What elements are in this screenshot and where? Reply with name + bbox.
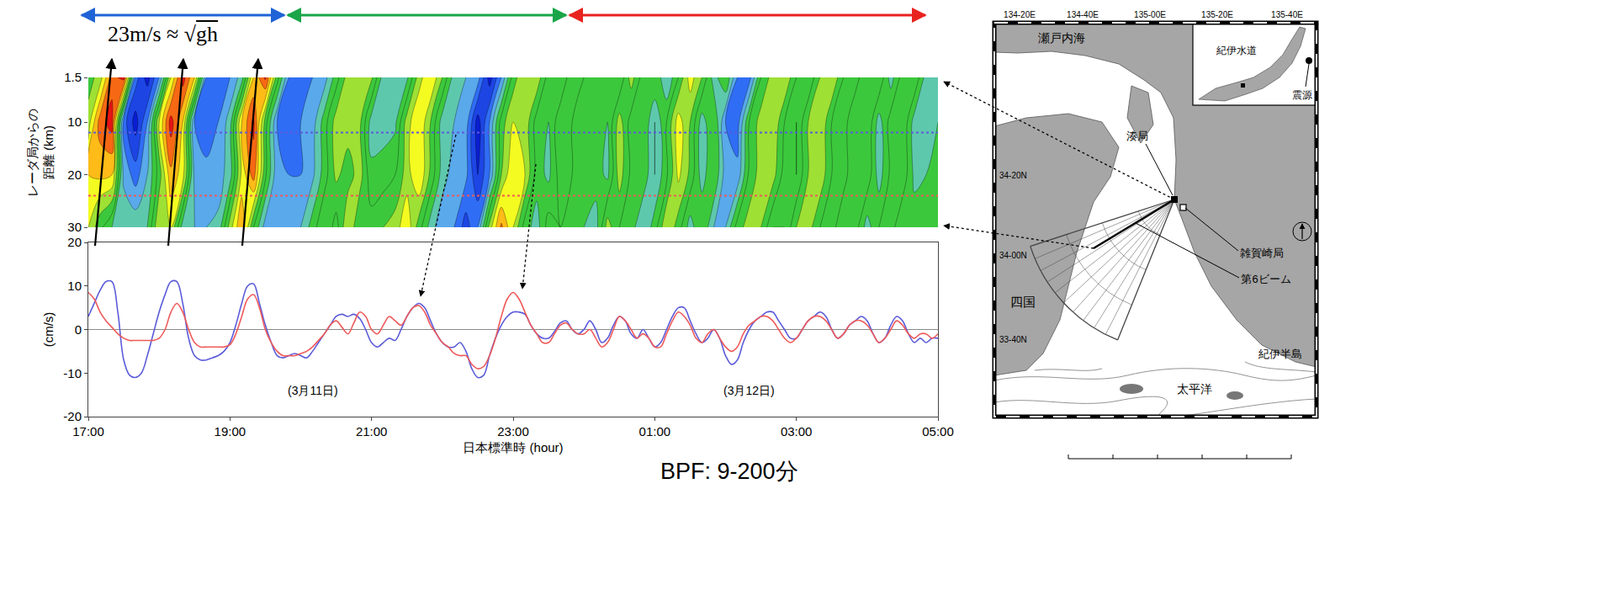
svg-text:135-20E: 135-20E [1201,10,1234,20]
svg-text:紀伊水道: 紀伊水道 [1216,44,1257,57]
svg-text:34-00N: 34-00N [999,250,1028,260]
svg-text:瀬戸内海: 瀬戸内海 [1038,31,1086,45]
svg-text:10: 10 [67,114,82,129]
svg-text:33-40N: 33-40N [999,334,1028,345]
svg-text:134-20E: 134-20E [1003,10,1036,20]
svg-text:第6ビーム: 第6ビーム [1240,272,1291,286]
svg-text:135-40E: 135-40E [1271,10,1304,20]
svg-text:03:00: 03:00 [780,423,813,439]
svg-text:10: 10 [67,278,82,293]
svg-text:(3月12日): (3月12日) [723,383,775,398]
svg-text:21:00: 21:00 [355,423,388,439]
svg-text:震源: 震源 [1292,89,1313,101]
svg-text:134-40E: 134-40E [1066,10,1099,20]
svg-text:-20: -20 [63,408,82,424]
html-text:23m/s ≈ √ gh: 23m/s ≈ √ gh [107,21,218,47]
svg-text:20: 20 [67,167,82,182]
svg-text:0: 0 [74,322,82,337]
svg-text:30: 30 [67,219,82,234]
svg-text:1.5: 1.5 [63,69,82,85]
svg-text:05:00: 05:00 [921,423,954,439]
svg-text:(3月11日): (3月11日) [287,383,339,398]
svg-text:レーダ局からの距離 (km): レーダ局からの距離 (km) [25,108,57,197]
svg-text:湊局: 湊局 [1126,129,1149,143]
svg-text:01:00: 01:00 [639,423,672,439]
svg-text:20: 20 [67,234,82,250]
svg-text:17:00: 17:00 [72,423,105,439]
svg-text:135-00E: 135-00E [1133,10,1166,20]
svg-text:雑賀崎局: 雑賀崎局 [1239,246,1284,260]
svg-text:-10: -10 [63,365,82,381]
svg-text:(cm/s): (cm/s) [41,312,56,348]
html-text:BPF: 9-200分: BPF: 9-200分 [660,458,798,484]
svg-text:34-20N: 34-20N [999,170,1028,181]
svg-text:紀伊半島: 紀伊半島 [1258,347,1303,361]
svg-text:四国: 四国 [1010,294,1036,309]
svg-text:日本標準時 (hour): 日本標準時 (hour) [462,439,563,455]
svg-text:23:00: 23:00 [497,423,530,439]
svg-text:太平洋: 太平洋 [1176,381,1213,396]
svg-text:19:00: 19:00 [214,423,247,439]
